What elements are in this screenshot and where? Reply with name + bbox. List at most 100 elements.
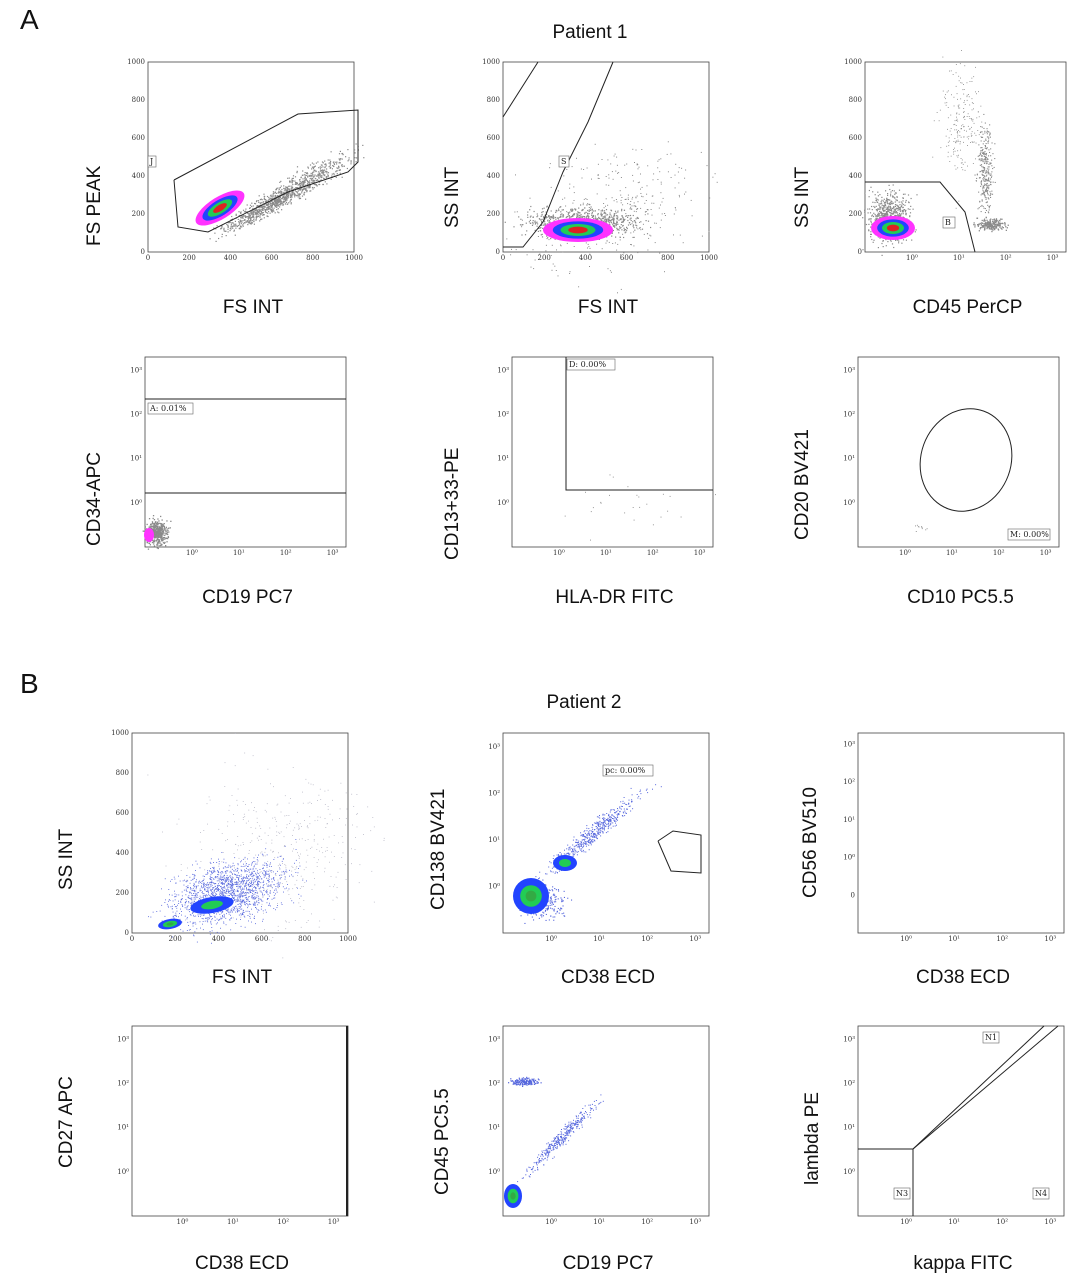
y-tick-label: 400 — [132, 172, 145, 180]
gate-b — [865, 181, 976, 253]
x-tick-label: 200 — [169, 935, 182, 943]
y-tick-label: 200 — [487, 210, 500, 218]
y-tick-label: 10⁰ — [488, 882, 500, 890]
y-tick-label: 600 — [132, 134, 145, 142]
x-tick-label: 10⁰ — [906, 254, 918, 262]
y-tick-label: 10² — [488, 789, 500, 797]
gate-label-box — [566, 358, 616, 371]
patient-2-title: Patient 2 — [546, 692, 622, 713]
x-tick-label: 10¹ — [948, 1218, 960, 1226]
plot-frame — [144, 356, 347, 548]
x-tick-label: 10³ — [328, 1218, 340, 1226]
plot-frame — [502, 1025, 710, 1217]
gate-label-box — [602, 764, 654, 777]
gate-label-box — [147, 402, 194, 415]
x-tick-label: 10² — [641, 935, 653, 943]
plot-frame — [502, 732, 710, 934]
density-contour — [559, 859, 571, 867]
plot-frame — [857, 1025, 1065, 1217]
x-tick-label: 600 — [255, 935, 268, 943]
plot-cd56-vs-cd38: 10⁰ 10¹ 10² 10³ 0 10⁰ 10¹ 10² 10³ — [843, 732, 1068, 943]
x-tick-label: 10¹ — [600, 549, 612, 557]
event-cloud — [508, 1076, 542, 1087]
plot-cd45-vs-cd19: 10⁰ 10¹ 10² 10³ 10⁰ 10¹ 10² 10³ — [488, 1025, 713, 1226]
x-tick-label: 10² — [996, 935, 1008, 943]
plot-ss-int-vs-fs-int: 0 200 400 600 800 1000 0 200 400 600 800 1000 S — [482, 58, 718, 294]
y-axis-label: CD20 BV421 — [792, 429, 813, 540]
y-tick-label: 10³ — [843, 366, 855, 374]
y-tick-label: 10¹ — [488, 836, 500, 844]
x-tick-label: 10² — [641, 1218, 653, 1226]
x-tick-label: 1000 — [700, 254, 718, 262]
x-tick-label: 10⁰ — [553, 549, 565, 557]
y-tick-label: 0 — [858, 248, 862, 256]
x-tick-label: 10¹ — [953, 254, 965, 262]
plot-frame — [857, 732, 1065, 934]
y-tick-label: 10² — [130, 410, 142, 418]
y-axis-label: SS INT — [442, 166, 463, 228]
event-cloud — [915, 524, 928, 532]
x-tick-label: 600 — [265, 254, 278, 262]
y-tick-label: 10¹ — [843, 1124, 855, 1132]
density-contour — [510, 1192, 516, 1200]
y-tick-label: 1000 — [844, 58, 862, 66]
y-tick-label: 0 — [125, 929, 129, 937]
event-cloud — [932, 50, 984, 209]
y-axis-label: CD138 BV421 — [428, 788, 449, 910]
plot-fs-peak-vs-fs-int: 0 200 400 600 800 1000 0 200 400 600 800 1000 J — [127, 58, 365, 262]
event-cloud — [517, 1094, 604, 1183]
x-axis-label: CD38 ECD — [561, 967, 655, 988]
x-tick-label: 0 — [146, 254, 150, 262]
gate-label-box — [942, 216, 956, 229]
x-tick-label: 0 — [130, 935, 134, 943]
y-tick-label: 0 — [496, 248, 500, 256]
x-tick-label: 10¹ — [227, 1218, 239, 1226]
gate-label: N1 — [985, 1033, 997, 1042]
x-tick-label: 400 — [579, 254, 592, 262]
density-contour — [166, 922, 174, 926]
x-tick-label: 10¹ — [593, 1218, 605, 1226]
plot-frame — [511, 356, 714, 548]
density-contour — [201, 900, 223, 910]
x-tick-label: 10³ — [1044, 1218, 1056, 1226]
y-tick-label: 10³ — [117, 1035, 129, 1043]
y-tick-label: 800 — [849, 96, 862, 104]
y-tick-label: 0 — [141, 248, 145, 256]
y-tick-label: 400 — [849, 172, 862, 180]
y-tick-label: 600 — [487, 134, 500, 142]
x-tick-label: 10¹ — [233, 549, 245, 557]
x-tick-label: 200 — [538, 254, 551, 262]
x-tick-label: 10¹ — [946, 549, 958, 557]
y-axis-label: CD27 APC — [56, 1076, 77, 1168]
density-contour — [886, 224, 900, 232]
y-axis-label: CD45 PC5.5 — [432, 1088, 453, 1195]
x-tick-label: 600 — [620, 254, 633, 262]
y-tick-label: 400 — [116, 849, 129, 857]
gate-label: N4 — [1035, 1189, 1047, 1198]
y-tick-label: 10¹ — [130, 455, 142, 463]
plot-cd27-vs-cd38: 10⁰ 10¹ 10² 10³ 10⁰ 10¹ 10² 10³ — [117, 1025, 352, 1226]
plot-frame — [502, 61, 710, 253]
x-tick-label: 10² — [277, 1218, 289, 1226]
x-tick-label: 10³ — [689, 935, 701, 943]
event-cloud — [535, 784, 662, 889]
gate-label: N3 — [896, 1189, 908, 1198]
y-tick-label: 1000 — [111, 729, 129, 737]
y-tick-label: 10² — [497, 410, 509, 418]
y-tick-label: 10³ — [843, 1035, 855, 1043]
x-tick-label: 10⁰ — [186, 549, 198, 557]
y-tick-label: 10¹ — [488, 1124, 500, 1132]
y-tick-label: 10³ — [488, 1035, 500, 1043]
gate-label-box — [558, 155, 570, 168]
gate-label: B — [945, 218, 951, 227]
event-cloud — [974, 111, 996, 222]
plot-cd20-vs-cd10: 10⁰ 10¹ 10² 10³ 10⁰ 10¹ 10² 10³ M: 0.00% — [843, 356, 1063, 557]
x-axis-label: FS INT — [222, 297, 284, 318]
gate-label-box — [893, 1187, 911, 1200]
y-tick-label: 10¹ — [497, 455, 509, 463]
x-tick-label: 800 — [306, 254, 319, 262]
density-contour — [144, 528, 154, 542]
x-tick-label: 10⁰ — [900, 935, 912, 943]
gate-label: J — [149, 157, 153, 166]
x-axis-label: CD38 ECD — [195, 1253, 289, 1274]
